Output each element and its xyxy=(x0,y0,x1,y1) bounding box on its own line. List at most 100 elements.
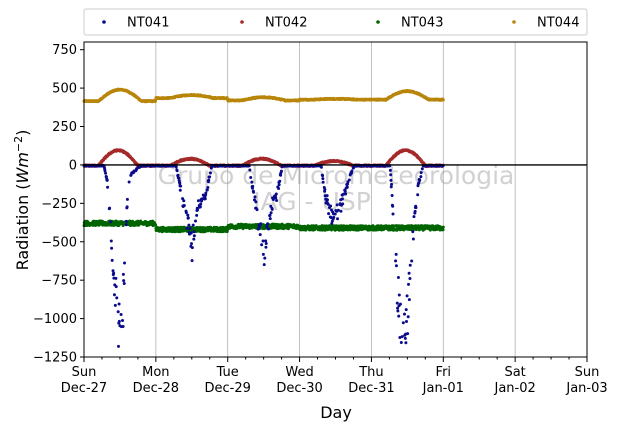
x-tick-day: Sat xyxy=(504,365,525,380)
nt041-point xyxy=(410,259,414,263)
nt041-point xyxy=(257,225,261,229)
nt041-point xyxy=(178,188,182,192)
nt041-point xyxy=(190,259,194,263)
nt041-point xyxy=(405,294,409,298)
nt041-point xyxy=(408,277,412,281)
nt041-point xyxy=(321,177,325,181)
y-axis-label: Radiation (Wm−2) xyxy=(12,130,32,271)
legend: NT041 NT042 NT043 NT044 xyxy=(83,8,588,36)
nt041-point xyxy=(391,204,395,208)
nt041-point xyxy=(190,242,193,246)
x-tick-date: Dec-30 xyxy=(276,381,322,396)
nt041-point xyxy=(343,189,347,193)
nt041-point xyxy=(391,212,395,216)
nt041-point xyxy=(250,180,254,184)
plot-area xyxy=(84,42,587,357)
nt041-point xyxy=(321,180,325,184)
x-tick-date: Dec-31 xyxy=(348,381,394,396)
nt041-point xyxy=(411,230,415,234)
nt041-point xyxy=(394,259,398,263)
nt041-point xyxy=(123,261,127,265)
nt041-point xyxy=(109,239,113,243)
nt041-point xyxy=(252,190,256,194)
nt041-point xyxy=(208,175,212,179)
nt041-point xyxy=(340,197,344,201)
nt041-point xyxy=(407,271,411,275)
y-tick-label: 500 xyxy=(52,82,77,97)
nt041-point xyxy=(189,231,193,235)
nt041-point xyxy=(345,185,349,189)
legend-label: NT041 xyxy=(127,16,169,31)
nt041-point xyxy=(407,298,411,302)
nt041-point xyxy=(174,165,178,169)
nt041-point xyxy=(404,320,408,324)
x-tick-date: Dec-28 xyxy=(133,381,179,396)
nt041-point xyxy=(192,230,196,234)
nt041-point xyxy=(124,223,128,227)
nt041-point xyxy=(329,204,333,208)
nt041-point xyxy=(412,215,416,219)
nt043-point xyxy=(154,223,158,227)
nt041-point xyxy=(117,302,121,306)
legend-label: NT043 xyxy=(401,16,443,31)
nt041-point xyxy=(208,171,212,175)
nt041-point xyxy=(121,319,125,323)
x-tick-date: Jan-02 xyxy=(494,381,536,396)
nt041-point xyxy=(114,285,118,289)
y-tick-label: −500 xyxy=(41,235,77,250)
nt041-point xyxy=(264,245,268,249)
nt041-point xyxy=(186,213,190,217)
nt041-point xyxy=(105,178,109,182)
nt041-point xyxy=(125,219,129,223)
x-tick-day: Sun xyxy=(575,365,600,380)
nt041-point xyxy=(260,243,264,247)
nt041-point xyxy=(269,211,273,215)
nt041-point xyxy=(122,279,126,283)
nt041-point xyxy=(390,193,394,197)
nt041-point xyxy=(274,196,278,200)
nt041-point xyxy=(115,296,119,300)
nt041-point xyxy=(277,183,281,187)
x-tick-day: Tue xyxy=(216,365,239,380)
nt044-point xyxy=(154,99,158,103)
nt041-point xyxy=(125,205,129,209)
nt041-point xyxy=(388,168,392,172)
x-axis-label: Day xyxy=(320,403,352,422)
nt041-point xyxy=(319,165,323,169)
nt041-point xyxy=(341,202,345,206)
nt041-point xyxy=(397,314,401,318)
nt041-point xyxy=(258,233,262,237)
nt041-point xyxy=(262,263,266,267)
nt041-point xyxy=(186,216,190,220)
nt041-point xyxy=(259,222,263,226)
y-tick-label: 0 xyxy=(69,158,77,173)
nt041-point xyxy=(336,217,340,221)
nt041-point xyxy=(267,227,271,231)
nt041-point xyxy=(264,239,268,243)
nt041-point xyxy=(394,252,398,256)
nt041-point xyxy=(109,220,113,224)
nt041-point xyxy=(396,309,400,313)
nt041-point xyxy=(110,246,114,250)
nt041-point xyxy=(390,182,394,186)
nt041-point xyxy=(389,178,393,182)
nt041-point xyxy=(401,321,405,325)
nt041-point xyxy=(206,186,210,189)
nt041-point xyxy=(121,272,125,276)
nt041-point xyxy=(121,325,125,329)
nt041-point xyxy=(408,263,412,267)
nt041-point xyxy=(248,168,252,172)
nt041-point xyxy=(278,179,282,183)
nt041-point xyxy=(191,223,195,227)
nt041-point xyxy=(416,193,420,197)
nt041-point xyxy=(413,209,417,213)
nt041-point xyxy=(113,303,117,307)
nt041-point xyxy=(347,178,351,182)
nt041-point xyxy=(199,202,203,206)
nt041-point xyxy=(125,197,129,201)
nt041-point xyxy=(184,211,188,215)
nt041-point xyxy=(418,178,422,182)
x-tick-day: Mon xyxy=(142,365,169,380)
